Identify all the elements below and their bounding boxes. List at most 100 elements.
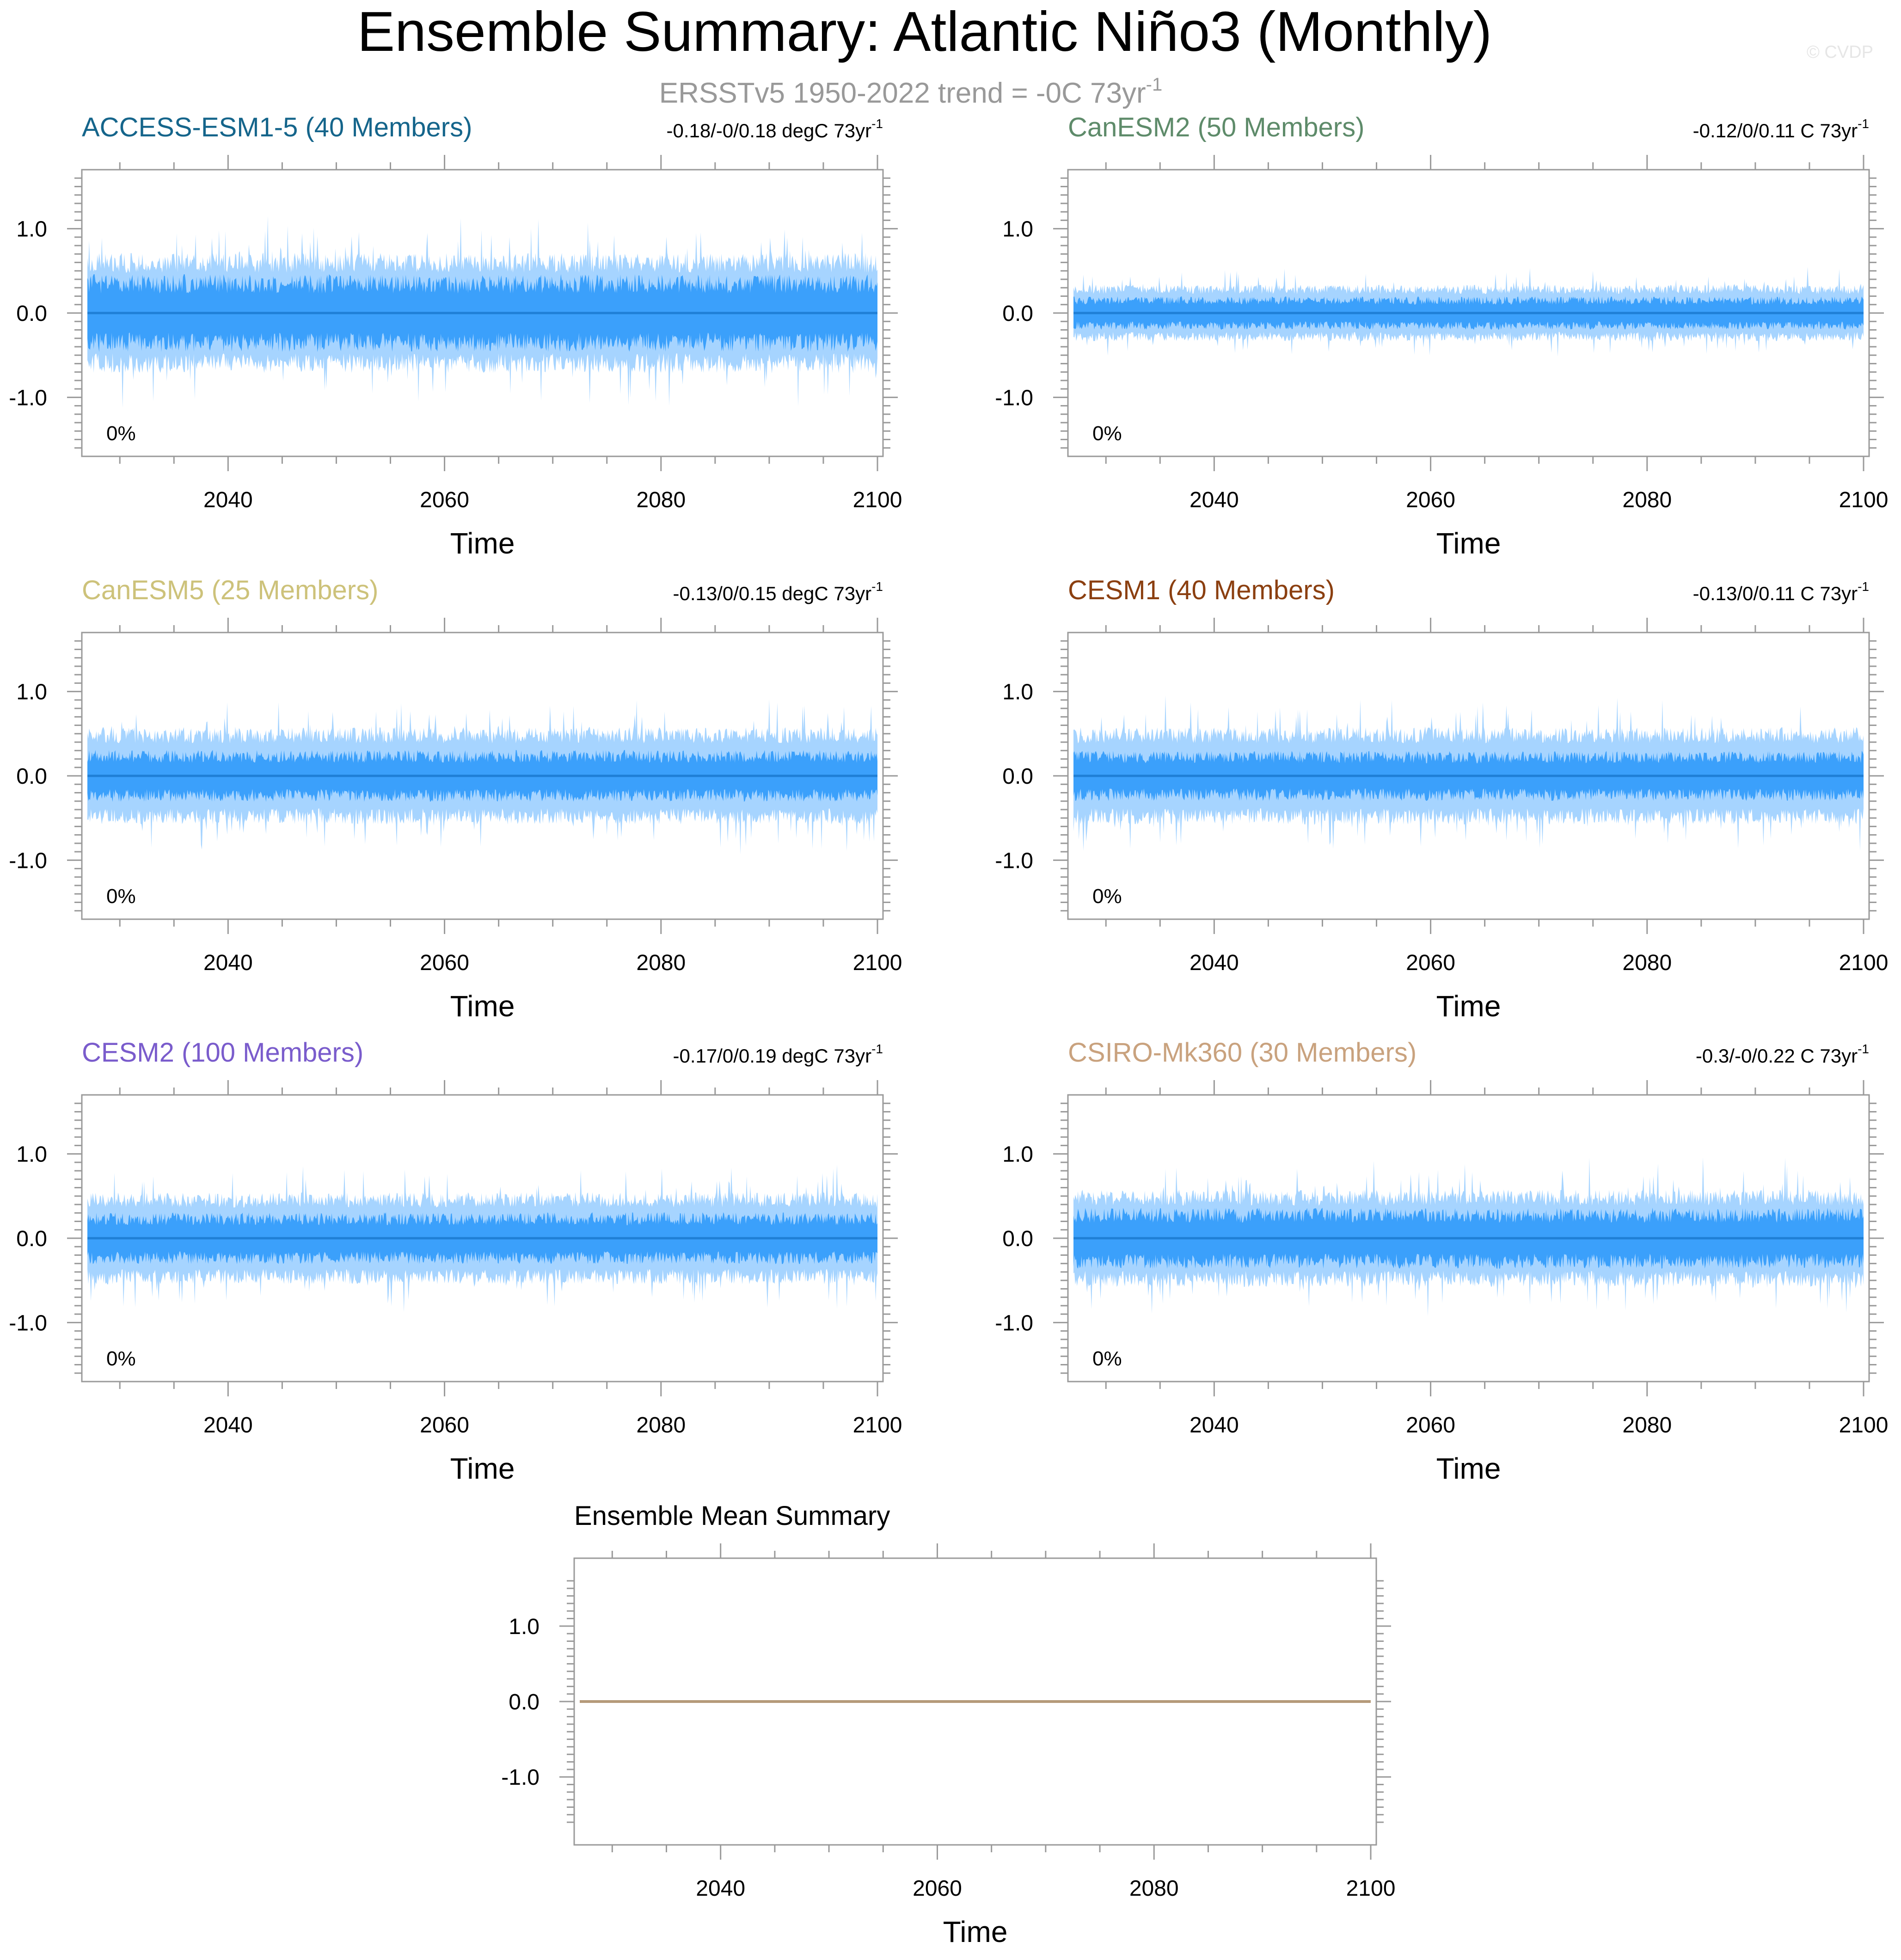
y-tick-label: -1.0 <box>995 848 1033 873</box>
chart-panel-3: CanESM5 (25 Members) -0.13/0/0.15 degC 73… <box>9 575 902 1023</box>
y-tick-label: 0.0 <box>1002 301 1033 326</box>
x-tick-label: 2040 <box>203 1413 253 1438</box>
x-tick-label: 2060 <box>913 1876 962 1901</box>
y-tick-label: 0.0 <box>509 1690 540 1714</box>
x-tick-label: 2060 <box>1406 488 1455 512</box>
y-tick-label: 1.0 <box>1002 217 1033 242</box>
trend-label: -0.3/-0/0.22 C 73yr-1 <box>1696 1042 1869 1067</box>
panel-title: CSIRO-Mk360 (30 Members) <box>1068 1038 1417 1068</box>
percent-label: 0% <box>1092 422 1122 445</box>
chart-panel-4: CESM1 (40 Members) -0.13/0/0.11 C 73yr-1 2… <box>995 575 1888 1023</box>
percent-label: 0% <box>106 1347 136 1370</box>
trend-label-text: -0.3/-0/0.22 C 73yr <box>1696 1045 1858 1067</box>
x-tick-label: 2080 <box>636 951 686 975</box>
x-tick-label: 2060 <box>420 488 469 512</box>
y-tick-label: 0.0 <box>16 764 47 789</box>
x-axis-label: Time <box>450 1452 515 1485</box>
x-tick-label: 2040 <box>1190 488 1239 512</box>
panel-title: ACCESS-ESM1-5 (40 Members) <box>82 112 472 142</box>
y-tick-label: -1.0 <box>9 848 47 873</box>
trend-label: -0.18/-0/0.18 degC 73yr-1 <box>666 117 883 141</box>
y-tick-label: -1.0 <box>9 386 47 410</box>
x-tick-label: 2040 <box>203 488 253 512</box>
trend-label-exponent: -1 <box>871 1042 883 1056</box>
x-axis-label: Time <box>450 989 515 1023</box>
y-tick-label: 1.0 <box>1002 680 1033 705</box>
x-axis-label: Time <box>1436 989 1501 1023</box>
trend-label-text: -0.17/0/0.19 degC 73yr <box>673 1045 871 1067</box>
trend-label: -0.13/0/0.11 C 73yr-1 <box>1693 579 1869 604</box>
y-tick-label: -1.0 <box>995 1311 1033 1335</box>
x-tick-label: 2040 <box>1190 1413 1239 1438</box>
chart-panel-1: ACCESS-ESM1-5 (40 Members) -0.18/-0/0.18 … <box>9 112 902 560</box>
trend-label-exponent: -1 <box>1858 579 1869 594</box>
y-tick-label: 0.0 <box>16 1227 47 1251</box>
x-tick-label: 2080 <box>1129 1876 1179 1901</box>
panel-title: CanESM2 (50 Members) <box>1068 112 1364 142</box>
x-tick-label: 2040 <box>203 951 253 975</box>
panels-group: ACCESS-ESM1-5 (40 Members) -0.18/-0/0.18 … <box>9 112 1888 1948</box>
x-axis-label: Time <box>1436 1452 1501 1485</box>
y-tick-label: 1.0 <box>16 680 47 705</box>
y-tick-label: -1.0 <box>995 386 1033 410</box>
x-tick-label: 2080 <box>636 1413 686 1438</box>
y-tick-label: -1.0 <box>501 1765 540 1790</box>
x-tick-label: 2100 <box>1346 1876 1396 1901</box>
x-tick-label: 2100 <box>853 951 902 975</box>
x-tick-label: 2100 <box>853 488 902 512</box>
y-tick-label: 0.0 <box>1002 1227 1033 1251</box>
trend-label-exponent: -1 <box>871 117 883 131</box>
chart-panel-7: Ensemble Mean Summary 2040 2060 2080 2100 1.0… <box>501 1501 1395 1948</box>
percent-label: 0% <box>106 885 136 908</box>
x-axis-label: Time <box>1436 527 1501 560</box>
figure-subtitle: ERSSTv5 1950-2022 trend = -0C 73yr-1 <box>659 74 1162 109</box>
y-tick-label: 1.0 <box>1002 1143 1033 1167</box>
trend-label-text: -0.18/-0/0.18 degC 73yr <box>666 120 871 141</box>
x-tick-label: 2080 <box>1622 1413 1672 1438</box>
x-tick-label: 2080 <box>1622 951 1672 975</box>
panel-title: Ensemble Mean Summary <box>574 1501 890 1531</box>
x-axis-label: Time <box>943 1915 1008 1948</box>
x-tick-label: 2060 <box>1406 951 1455 975</box>
trend-label-text: -0.13/0/0.15 degC 73yr <box>673 583 871 604</box>
figure-subtitle-exponent: -1 <box>1146 74 1163 95</box>
x-tick-label: 2060 <box>420 951 469 975</box>
trend-label-exponent: -1 <box>1858 117 1869 131</box>
y-tick-label: 0.0 <box>1002 764 1033 789</box>
panel-title: CanESM5 (25 Members) <box>82 575 378 605</box>
x-tick-label: 2100 <box>853 1413 902 1438</box>
trend-label-text: -0.12/0/0.11 C 73yr <box>1693 120 1858 141</box>
x-tick-label: 2100 <box>1839 1413 1889 1438</box>
trend-label: -0.12/0/0.11 C 73yr-1 <box>1693 117 1869 141</box>
percent-label: 0% <box>106 422 136 445</box>
x-tick-label: 2060 <box>420 1413 469 1438</box>
percent-label: 0% <box>1092 885 1122 908</box>
trend-label: -0.17/0/0.19 degC 73yr-1 <box>673 1042 883 1067</box>
x-tick-label: 2100 <box>1839 951 1889 975</box>
chart-panel-6: CSIRO-Mk360 (30 Members) -0.3/-0/0.22 C 7… <box>995 1038 1888 1485</box>
figure-title: Ensemble Summary: Atlantic Niño3 (Monthl… <box>357 0 1492 63</box>
x-axis-label: Time <box>450 527 515 560</box>
x-tick-label: 2060 <box>1406 1413 1455 1438</box>
cvdp-watermark: © CVDP <box>1807 43 1873 62</box>
figure-subtitle-text: ERSSTv5 1950-2022 trend = -0C 73yr <box>659 77 1146 109</box>
x-tick-label: 2040 <box>1190 951 1239 975</box>
y-tick-label: 1.0 <box>16 217 47 242</box>
x-tick-label: 2080 <box>1622 488 1672 512</box>
trend-label-exponent: -1 <box>871 579 883 594</box>
trend-label-text: -0.13/0/0.11 C 73yr <box>1693 583 1858 604</box>
panel-title: CESM2 (100 Members) <box>82 1038 363 1068</box>
y-tick-label: 1.0 <box>509 1615 540 1639</box>
y-tick-label: -1.0 <box>9 1311 47 1335</box>
chart-panel-5: CESM2 (100 Members) -0.17/0/0.19 degC 73y… <box>9 1038 902 1485</box>
x-tick-label: 2080 <box>636 488 686 512</box>
percent-label: 0% <box>1092 1347 1122 1370</box>
chart-panel-2: CanESM2 (50 Members) -0.12/0/0.11 C 73yr-… <box>995 112 1888 560</box>
trend-label: -0.13/0/0.15 degC 73yr-1 <box>673 579 883 604</box>
x-tick-label: 2040 <box>696 1876 745 1901</box>
trend-label-exponent: -1 <box>1858 1042 1869 1056</box>
y-tick-label: 0.0 <box>16 301 47 326</box>
panel-title: CESM1 (40 Members) <box>1068 575 1335 605</box>
y-tick-label: 1.0 <box>16 1143 47 1167</box>
